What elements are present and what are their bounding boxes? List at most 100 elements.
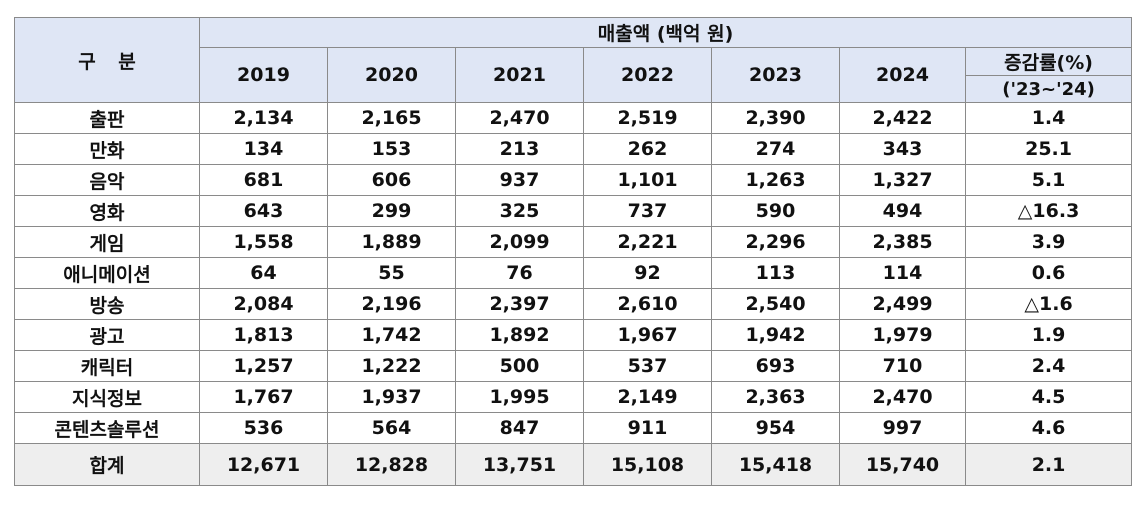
value-cell-2022: 2,519 (583, 102, 712, 134)
table-row: 출판 2,134 2,165 2,470 2,519 2,390 2,422 1.4 (14, 102, 1133, 134)
value-cell-2019: 1,767 (199, 381, 328, 413)
value-cell-2021: 1,995 (455, 381, 584, 413)
value-cell-2023: 1,942 (711, 319, 840, 351)
year-header-2024: 2024 (839, 47, 966, 103)
year-header-2023: 2023 (711, 47, 840, 103)
value-cell-2022: 911 (583, 412, 712, 444)
value-cell-2019: 643 (199, 195, 328, 227)
category-cell: 캐릭터 (14, 350, 200, 382)
value-cell-2020: 55 (327, 257, 456, 289)
value-cell-2024: 343 (839, 133, 966, 165)
change-rate-cell: 4.5 (964, 381, 1133, 413)
category-cell: 방송 (14, 288, 200, 320)
category-cell: 콘텐츠솔루션 (14, 412, 200, 444)
value-cell-2019: 134 (199, 133, 328, 165)
change-rate-header: 증감률(%) (964, 47, 1133, 76)
value-cell-2019: 2,134 (199, 102, 328, 134)
table-row: 캐릭터 1,257 1,222 500 537 693 710 2.4 (14, 350, 1133, 382)
value-cell-2020: 12,828 (327, 443, 456, 486)
table-row: 콘텐츠솔루션 536 564 847 911 954 997 4.6 (14, 412, 1133, 444)
year-header-2020: 2020 (327, 47, 456, 103)
year-header-2019: 2019 (199, 47, 328, 103)
change-rate-cell: 3.9 (964, 226, 1133, 258)
year-header-2022: 2022 (583, 47, 712, 103)
value-cell-2024: 494 (839, 195, 966, 227)
value-cell-2020: 564 (327, 412, 456, 444)
value-cell-2024: 710 (839, 350, 966, 382)
category-cell: 음악 (14, 164, 200, 196)
table-row: 만화 134 153 213 262 274 343 25.1 (14, 133, 1133, 165)
value-cell-2020: 1,937 (327, 381, 456, 413)
value-cell-2023: 693 (711, 350, 840, 382)
change-rate-cell: 25.1 (964, 133, 1133, 165)
value-cell-2021: 2,470 (455, 102, 584, 134)
value-cell-2022: 537 (583, 350, 712, 382)
value-cell-2022: 2,610 (583, 288, 712, 320)
value-cell-2021: 13,751 (455, 443, 584, 486)
table-row: 광고 1,813 1,742 1,892 1,967 1,942 1,979 1.9 (14, 319, 1133, 351)
value-cell-2022: 15,108 (583, 443, 712, 486)
value-cell-2021: 500 (455, 350, 584, 382)
value-cell-2022: 737 (583, 195, 712, 227)
change-rate-cell: 5.1 (964, 164, 1133, 196)
value-cell-2021: 325 (455, 195, 584, 227)
value-cell-2019: 12,671 (199, 443, 328, 486)
value-cell-2024: 15,740 (839, 443, 966, 486)
value-cell-2021: 847 (455, 412, 584, 444)
value-cell-2020: 2,196 (327, 288, 456, 320)
change-rate-cell: 4.6 (964, 412, 1133, 444)
value-cell-2023: 15,418 (711, 443, 840, 486)
value-cell-2020: 606 (327, 164, 456, 196)
table-row: 방송 2,084 2,196 2,397 2,610 2,540 2,499 △1.6 (14, 288, 1133, 320)
value-cell-2019: 1,558 (199, 226, 328, 258)
change-period-header: ('23~'24) (964, 75, 1133, 103)
table-row: 음악 681 606 937 1,101 1,263 1,327 5.1 (14, 164, 1133, 196)
change-rate-cell: △16.3 (964, 195, 1133, 227)
table-row: 게임 1,558 1,889 2,099 2,221 2,296 2,385 3.9 (14, 226, 1133, 258)
table-row: 영화 643 299 325 737 590 494 △16.3 (14, 195, 1133, 227)
value-cell-2019: 1,813 (199, 319, 328, 351)
category-cell: 만화 (14, 133, 200, 165)
value-cell-2019: 536 (199, 412, 328, 444)
total-row: 합계 12,671 12,828 13,751 15,108 15,418 15,740 2.… (14, 443, 1133, 486)
value-cell-2022: 1,967 (583, 319, 712, 351)
table-row: 애니메이션 64 55 76 92 113 114 0.6 (14, 257, 1133, 289)
table-body: 출판 2,134 2,165 2,470 2,519 2,390 2,422 1.4 만화 134… (14, 102, 1133, 486)
value-cell-2020: 153 (327, 133, 456, 165)
table-header: 구 분 매출액 (백억 원) 2019 2020 2021 2022 2023 … (14, 17, 1133, 103)
value-cell-2020: 1,222 (327, 350, 456, 382)
value-cell-2024: 2,385 (839, 226, 966, 258)
category-cell: 광고 (14, 319, 200, 351)
value-cell-2024: 114 (839, 257, 966, 289)
value-cell-2021: 937 (455, 164, 584, 196)
revenue-table: 구 분 매출액 (백억 원) 2019 2020 2021 2022 2023 … (14, 17, 1133, 486)
value-cell-2023: 2,390 (711, 102, 840, 134)
change-rate-cell: 2.1 (964, 443, 1133, 486)
value-cell-2024: 1,327 (839, 164, 966, 196)
value-cell-2023: 2,363 (711, 381, 840, 413)
change-rate-cell: △1.6 (964, 288, 1133, 320)
change-rate-cell: 2.4 (964, 350, 1133, 382)
value-cell-2024: 2,422 (839, 102, 966, 134)
value-cell-2021: 2,397 (455, 288, 584, 320)
table-row: 지식정보 1,767 1,937 1,995 2,149 2,363 2,470 4.5 (14, 381, 1133, 413)
value-cell-2021: 76 (455, 257, 584, 289)
value-cell-2022: 2,149 (583, 381, 712, 413)
value-cell-2019: 64 (199, 257, 328, 289)
value-cell-2023: 274 (711, 133, 840, 165)
change-rate-cell: 0.6 (964, 257, 1133, 289)
value-cell-2020: 1,889 (327, 226, 456, 258)
change-rate-cell: 1.9 (964, 319, 1133, 351)
value-cell-2023: 1,263 (711, 164, 840, 196)
value-cell-2024: 2,499 (839, 288, 966, 320)
value-cell-2020: 299 (327, 195, 456, 227)
value-cell-2019: 1,257 (199, 350, 328, 382)
value-cell-2021: 213 (455, 133, 584, 165)
value-cell-2023: 2,296 (711, 226, 840, 258)
value-cell-2023: 113 (711, 257, 840, 289)
value-cell-2023: 2,540 (711, 288, 840, 320)
year-header-2021: 2021 (455, 47, 584, 103)
change-rate-cell: 1.4 (964, 102, 1133, 134)
value-cell-2019: 681 (199, 164, 328, 196)
category-cell: 지식정보 (14, 381, 200, 413)
